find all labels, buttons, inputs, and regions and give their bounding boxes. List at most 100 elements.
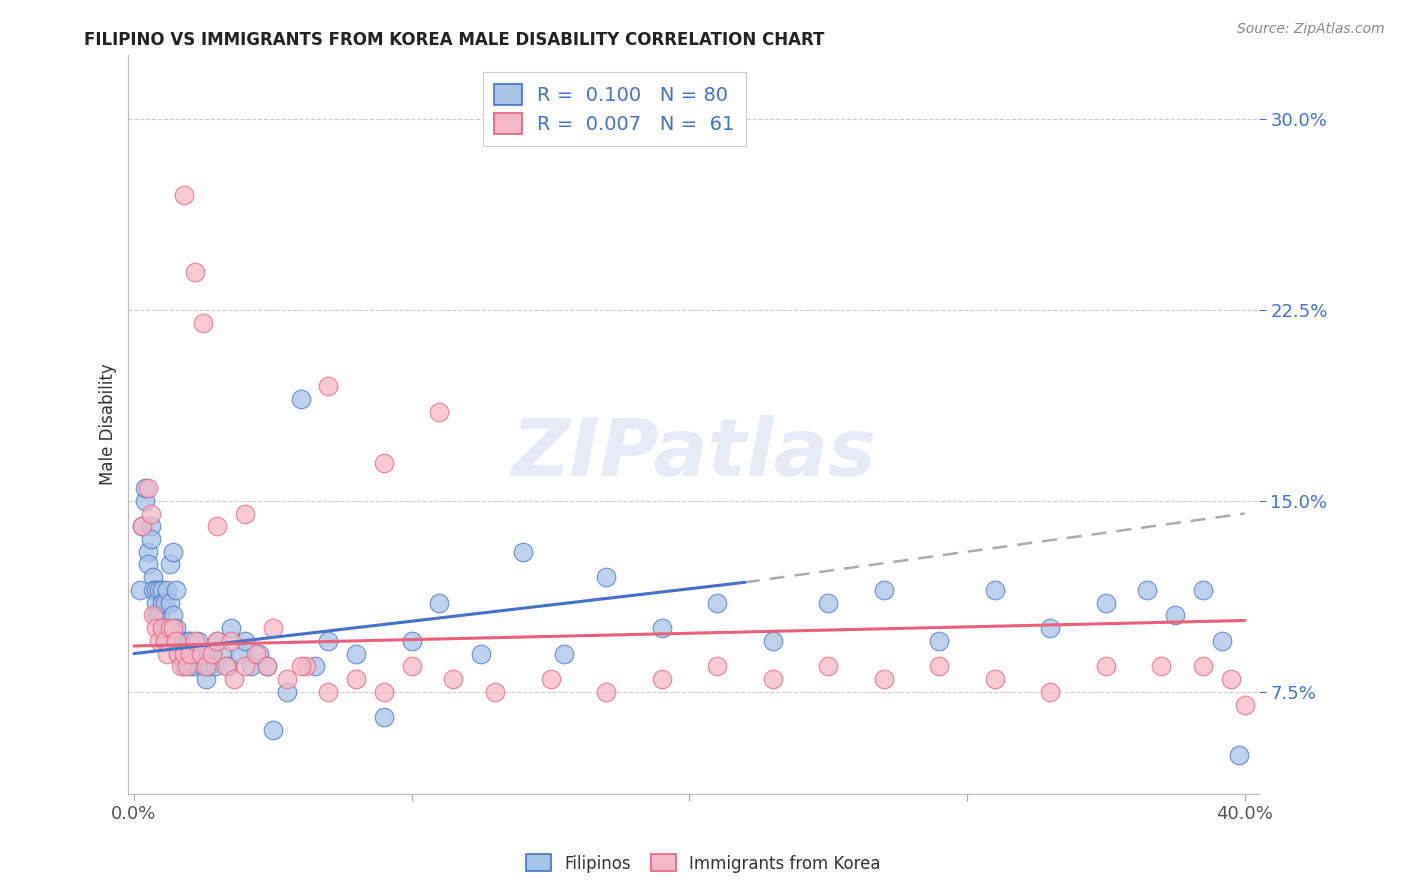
Point xyxy=(344,647,367,661)
Point xyxy=(928,633,950,648)
Point xyxy=(318,685,340,699)
Point xyxy=(214,659,236,673)
Point xyxy=(136,558,159,572)
Point xyxy=(262,723,284,737)
Point xyxy=(290,392,312,406)
Point xyxy=(219,633,242,648)
Point xyxy=(706,659,728,673)
Point xyxy=(256,659,278,673)
Legend: Filipinos, Immigrants from Korea: Filipinos, Immigrants from Korea xyxy=(519,847,887,880)
Point xyxy=(173,647,195,661)
Point xyxy=(181,647,204,661)
Point xyxy=(401,659,423,673)
Point xyxy=(318,633,340,648)
Point xyxy=(148,582,170,597)
Point xyxy=(984,672,1007,686)
Point xyxy=(156,621,179,635)
Point xyxy=(198,659,221,673)
Point xyxy=(170,647,193,661)
Point xyxy=(512,545,534,559)
Point xyxy=(207,519,229,533)
Point xyxy=(1150,659,1173,673)
Point xyxy=(228,647,250,661)
Point xyxy=(1192,659,1215,673)
Point xyxy=(1095,596,1118,610)
Point xyxy=(184,633,207,648)
Point xyxy=(1192,582,1215,597)
Point xyxy=(167,647,190,661)
Point xyxy=(136,481,159,495)
Point xyxy=(173,188,195,202)
Point xyxy=(167,633,190,648)
Point xyxy=(817,596,839,610)
Point xyxy=(553,647,575,661)
Point xyxy=(139,519,162,533)
Point xyxy=(131,519,153,533)
Point xyxy=(207,633,229,648)
Point xyxy=(162,608,184,623)
Point xyxy=(484,685,506,699)
Point xyxy=(139,532,162,546)
Point xyxy=(184,264,207,278)
Point xyxy=(233,633,256,648)
Point xyxy=(219,621,242,635)
Point xyxy=(145,582,167,597)
Point xyxy=(153,633,176,648)
Point xyxy=(153,596,176,610)
Point xyxy=(190,647,212,661)
Point xyxy=(195,672,218,686)
Point xyxy=(142,570,165,584)
Point xyxy=(165,633,187,648)
Point xyxy=(201,647,224,661)
Point xyxy=(170,659,193,673)
Point xyxy=(159,558,181,572)
Point xyxy=(176,633,198,648)
Point xyxy=(150,621,173,635)
Point xyxy=(165,621,187,635)
Point xyxy=(276,685,298,699)
Point xyxy=(165,582,187,597)
Point xyxy=(290,659,312,673)
Point xyxy=(150,596,173,610)
Point xyxy=(1227,748,1250,763)
Point xyxy=(128,582,150,597)
Point xyxy=(142,608,165,623)
Text: ZIPatlas: ZIPatlas xyxy=(510,415,876,493)
Point xyxy=(142,582,165,597)
Point xyxy=(373,456,395,470)
Point xyxy=(817,659,839,673)
Point xyxy=(1211,633,1233,648)
Text: Source: ZipAtlas.com: Source: ZipAtlas.com xyxy=(1237,22,1385,37)
Point xyxy=(139,507,162,521)
Point xyxy=(470,647,492,661)
Point xyxy=(344,672,367,686)
Point xyxy=(1095,659,1118,673)
Point xyxy=(873,672,896,686)
Point xyxy=(145,608,167,623)
Point xyxy=(145,596,167,610)
Point xyxy=(873,582,896,597)
Point xyxy=(212,647,235,661)
Point xyxy=(651,672,673,686)
Point xyxy=(134,493,156,508)
Point xyxy=(256,659,278,673)
Point xyxy=(595,570,617,584)
Point xyxy=(441,672,464,686)
Point xyxy=(159,621,181,635)
Point xyxy=(276,672,298,686)
Point xyxy=(318,379,340,393)
Point xyxy=(153,633,176,648)
Point xyxy=(173,659,195,673)
Point xyxy=(540,672,562,686)
Point xyxy=(222,672,245,686)
Point xyxy=(162,621,184,635)
Y-axis label: Male Disability: Male Disability xyxy=(100,364,117,485)
Point xyxy=(304,659,326,673)
Point xyxy=(207,633,229,648)
Point xyxy=(179,633,201,648)
Point xyxy=(1039,621,1062,635)
Point xyxy=(651,621,673,635)
Text: FILIPINO VS IMMIGRANTS FROM KOREA MALE DISABILITY CORRELATION CHART: FILIPINO VS IMMIGRANTS FROM KOREA MALE D… xyxy=(84,31,825,49)
Point xyxy=(233,507,256,521)
Point xyxy=(429,596,451,610)
